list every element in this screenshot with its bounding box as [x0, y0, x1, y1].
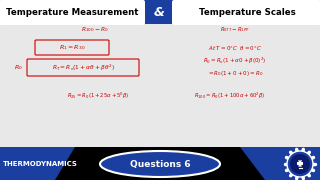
Text: $R_0 = R_o(1+\alpha 0 + \beta(0)^2)$: $R_0 = R_o(1+\alpha 0 + \beta(0)^2)$	[203, 56, 267, 66]
Text: ⏸: ⏸	[298, 160, 302, 166]
Ellipse shape	[100, 151, 220, 177]
FancyBboxPatch shape	[172, 0, 320, 25]
FancyBboxPatch shape	[0, 0, 320, 148]
FancyBboxPatch shape	[0, 0, 145, 25]
Text: Temperature Scales: Temperature Scales	[199, 8, 295, 17]
Polygon shape	[0, 147, 75, 180]
FancyBboxPatch shape	[299, 161, 301, 165]
Text: $R_{077} - R_{1PP}$: $R_{077} - R_{1PP}$	[220, 26, 250, 34]
Polygon shape	[240, 147, 320, 180]
Text: $= R_0(1+0+0) = R_0$: $= R_0(1+0+0) = R_0$	[207, 69, 263, 78]
FancyBboxPatch shape	[0, 0, 320, 24]
FancyBboxPatch shape	[0, 147, 320, 180]
Text: THERMODYNAMICS: THERMODYNAMICS	[3, 161, 78, 167]
Circle shape	[290, 154, 310, 174]
Text: $R_T = R_o(1+\alpha\theta+\beta\theta^2)$: $R_T = R_o(1+\alpha\theta+\beta\theta^2)…	[52, 62, 115, 73]
Text: Temperature Measurement: Temperature Measurement	[6, 8, 138, 17]
Text: Questions 6: Questions 6	[130, 159, 190, 168]
Text: At $T=0°C$  $\theta=0°C$: At $T=0°C$ $\theta=0°C$	[208, 44, 262, 52]
Circle shape	[287, 151, 313, 177]
Text: $R_{100} - R_0$: $R_{100} - R_0$	[81, 26, 109, 34]
Text: $R_{100} = R_0(1+100\alpha + 60^2\beta)$: $R_{100} = R_0(1+100\alpha + 60^2\beta)$	[194, 91, 266, 101]
FancyBboxPatch shape	[301, 161, 303, 165]
Text: $R_0$: $R_0$	[14, 64, 22, 72]
FancyBboxPatch shape	[297, 161, 299, 165]
Text: $R_{25} = R_0(1+25\alpha+5^0\beta)$: $R_{25} = R_0(1+25\alpha+5^0\beta)$	[67, 91, 129, 101]
Text: $R_1 = R_{30}$: $R_1 = R_{30}$	[59, 43, 85, 52]
Text: &: &	[154, 6, 164, 19]
